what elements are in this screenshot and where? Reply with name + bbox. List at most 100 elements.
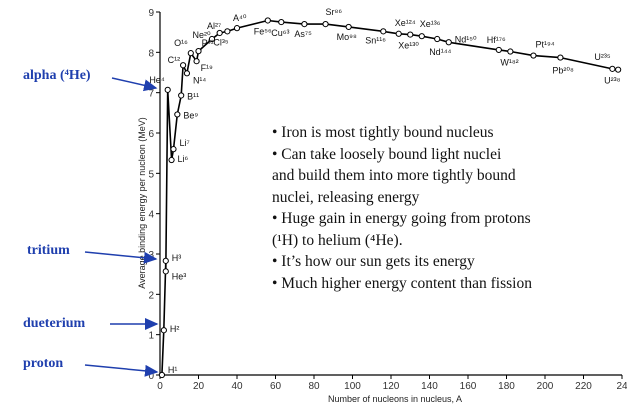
point-label: Li⁶ [178,154,189,164]
annotation-tritium: tritium [27,243,70,258]
data-point [183,70,191,77]
point-label: Nd¹⁴⁴ [429,47,451,57]
note-line: • Huge gain in energy going from protons [272,210,531,227]
annotation-alpha: alpha (⁴He) [23,68,91,83]
y-tick-label: 5 [148,169,154,180]
point-label: O¹⁶ [174,38,188,48]
y-tick-label: 4 [148,210,154,221]
x-tick-label: 220 [575,381,592,392]
data-point [418,33,425,40]
data-point [407,31,414,38]
data-point [609,65,616,72]
point-label: Pb²⁰⁸ [552,66,574,76]
point-label: Cl³⁵ [213,37,228,47]
x-axis-title: Number of nucleons in nucleus, A [328,394,462,404]
data-point [208,35,216,43]
data-point [216,29,223,37]
arrow-proton [84,364,159,377]
data-point [615,66,622,73]
data-point [495,46,502,54]
point-label: U²³⁵ [594,52,610,62]
point-label: H² [170,324,180,334]
data-point [164,86,171,93]
y-tick-label: 9 [148,8,154,19]
point-label: Pt¹⁹⁴ [535,40,554,50]
data-point [160,327,167,334]
points-layer [158,17,622,379]
note-line: • Much higher energy content than fissio… [272,274,532,292]
data-point [195,48,202,55]
data-point [178,92,185,99]
x-tick-label: 20 [193,381,205,392]
point-label: H¹ [168,365,178,375]
data-point [162,257,169,264]
point-label: C¹² [168,55,181,65]
data-point [380,28,387,35]
x-tick-label: 24 [616,381,627,392]
x-tick-label: 60 [270,381,282,392]
x-tick-label: 160 [460,381,477,392]
data-point [557,54,564,61]
data-point [233,25,241,32]
data-point [345,23,352,31]
note-line: nuclei, releasing energy [272,188,420,206]
data-point [301,21,308,28]
point-label: He³ [172,271,187,281]
arrow-tritium [84,251,158,264]
data-point [224,28,231,35]
data-point [322,21,329,28]
point-label: Sn¹¹⁶ [365,35,386,45]
note-line: • Iron is most tightly bound nucleus [272,124,494,141]
y-tick-label: 1 [148,331,154,342]
point-label: As⁷⁵ [294,29,312,39]
point-label: Fe⁵⁶ [254,26,272,36]
point-label: Nd¹⁵⁰ [455,34,477,44]
data-point [445,39,452,46]
point-label: Mo⁹⁸ [337,32,357,42]
y-tick-label: 7 [148,89,154,100]
data-point [187,50,194,57]
point-label: Sr⁸⁶ [326,7,343,17]
y-tick-label: 8 [148,48,154,59]
point-label: Hf¹⁷⁶ [487,35,506,45]
point-label: Ne²⁰ [193,30,212,40]
note-line: and build them into more tightly bound [272,167,516,184]
notes-box: • Iron is most tightly bound nucleus • C… [272,122,627,294]
data-point [264,17,271,24]
point-label: Al²⁷ [207,21,221,31]
point-label: He⁴ [149,75,165,85]
x-tick-label: 180 [498,381,515,392]
y-tick-label: 0 [148,371,154,382]
x-tick-label: 100 [344,381,361,392]
y-axis-title: Average binding energy per nucleon (MeV) [137,117,147,288]
point-label: Be⁹ [183,110,198,120]
arrow-alpha [111,77,158,92]
x-tick-label: 200 [537,381,554,392]
x-tick-label: 120 [383,381,400,392]
data-point [158,371,166,379]
point-label: P³¹ [202,38,214,48]
point-label: B¹¹ [187,91,199,101]
point-label: A⁴⁰ [233,13,247,23]
data-point [168,156,175,164]
annotation-proton: proton [23,356,64,371]
note-line: (¹H) to helium (⁴He). [272,231,403,249]
point-label: F¹⁹ [201,63,213,73]
y-tick-label: 6 [148,129,154,140]
data-point [530,52,537,59]
data-point [278,18,285,26]
data-point [162,268,169,275]
point-label: U²³⁸ [604,76,620,86]
x-tick-label: 140 [421,381,438,392]
point-label: Xe¹³⁶ [420,19,441,29]
data-point [174,111,181,118]
data-point [395,30,402,37]
y-tick-label: 2 [148,290,154,301]
point-label: W¹⁸² [500,58,518,68]
labels-layer: H¹ H² H³ He³ He⁴ Li⁶ Li⁷ Be⁹ B¹¹ C¹² N¹⁴ O¹⁶ F¹⁹ Ne²⁰… [149,7,620,375]
note-line: • Can take loosely bound light nuclei [272,145,502,163]
point-label: Cu⁶³ [271,28,289,38]
note-line: • It’s how our sun gets its energy [272,253,475,270]
point-label: H³ [172,253,182,263]
point-label: Li⁷ [179,138,189,148]
